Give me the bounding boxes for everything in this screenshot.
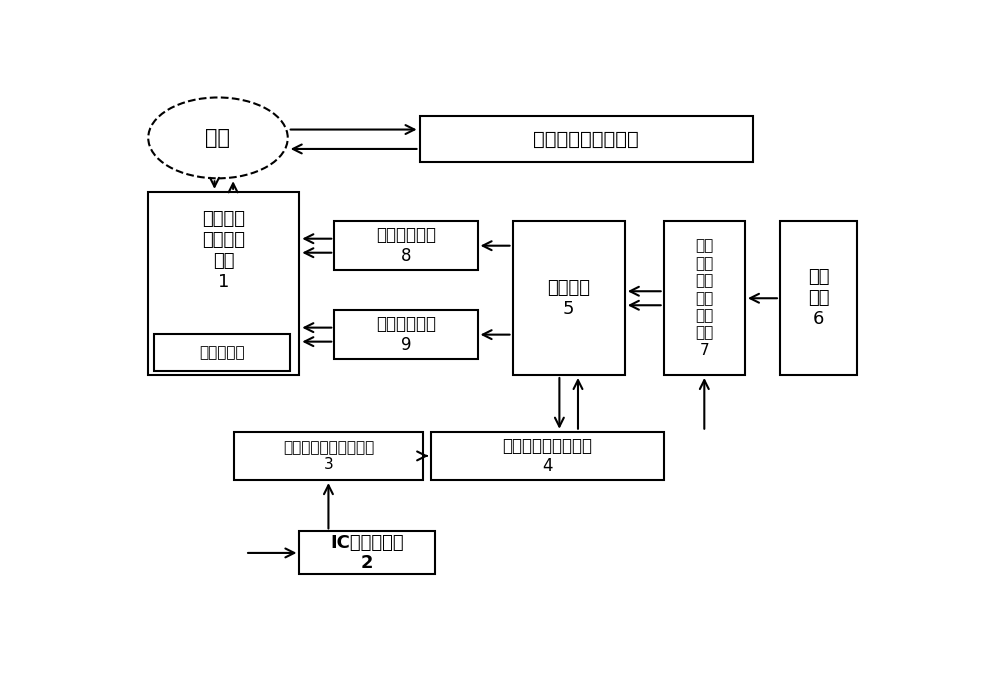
Text: 键盘
数字
键値
模式
切换
模块
7: 键盘 数字 键値 模式 切换 模块 7 [695, 239, 713, 358]
Text: 蓝牙接收头: 蓝牙接收头 [199, 345, 245, 360]
Text: 读卡磁头安全加密模块
3: 读卡磁头安全加密模块 3 [283, 440, 374, 472]
Text: 红外通信模块
8: 红外通信模块 8 [376, 226, 436, 265]
Text: 蓝牙通信模块
9: 蓝牙通信模块 9 [376, 315, 436, 354]
Bar [664, 221, 745, 375]
Bar [148, 192, 299, 375]
Bar [780, 221, 857, 375]
Text: 数字电视
机顶盒客
户端
1: 数字电视 机顶盒客 户端 1 [202, 210, 245, 290]
Bar [299, 531, 435, 575]
Bar [154, 334, 290, 371]
Text: 微处理器
5: 微处理器 5 [547, 279, 590, 318]
Bar [512, 221, 625, 375]
Text: 网络: 网络 [206, 128, 230, 148]
Text: 銀行交易系焱客户端: 銀行交易系焱客户端 [533, 130, 639, 148]
Bar [420, 116, 753, 162]
Text: IC卡读卡模块
2: IC卡读卡模块 2 [330, 533, 404, 573]
Bar [234, 432, 423, 480]
Bar [334, 221, 478, 270]
Text: 信息包安全加密模块
4: 信息包安全加密模块 4 [502, 437, 592, 475]
Bar [431, 432, 664, 480]
Text: 键盘
模块
6: 键盘 模块 6 [808, 269, 829, 328]
Bar [334, 310, 478, 359]
Ellipse shape [148, 97, 288, 178]
